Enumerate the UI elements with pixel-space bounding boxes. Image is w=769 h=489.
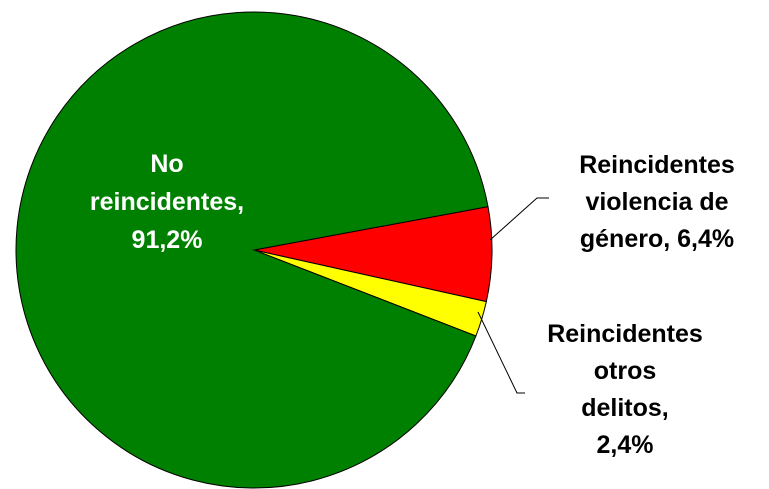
slice-label-1-line-1: violencia de <box>585 188 728 216</box>
slice-label-0-line-0: No <box>150 150 183 178</box>
leader-line-2 <box>477 311 525 394</box>
slice-label-2-line-3: 2,4% <box>597 431 654 459</box>
slice-label-2: Reincidentes otros delitos, 2,4% <box>547 320 703 459</box>
slice-label-2-line-2: delitos, <box>581 394 669 422</box>
slice-label-2-line-1: otros <box>594 357 657 385</box>
slice-label-0: No reincidentes, 91,2% <box>90 150 244 254</box>
slice-label-1-line-0: Reincidentes <box>579 151 735 179</box>
slice-label-0-line-2: 91,2% <box>132 226 203 254</box>
pie-slices <box>15 11 493 489</box>
slice-labels: No reincidentes, 91,2% Reincidentes violenci… <box>90 150 735 459</box>
slice-label-1: Reincidentes violencia de género, 6,4% <box>579 151 735 253</box>
pie-slice-0 <box>15 11 489 489</box>
leader-lines <box>477 197 549 394</box>
slice-label-2-line-0: Reincidentes <box>547 320 703 348</box>
slice-label-0-line-1: reincidentes, <box>90 188 244 216</box>
leader-line-1 <box>489 197 549 241</box>
slice-label-1-line-2: género, 6,4% <box>580 225 734 253</box>
